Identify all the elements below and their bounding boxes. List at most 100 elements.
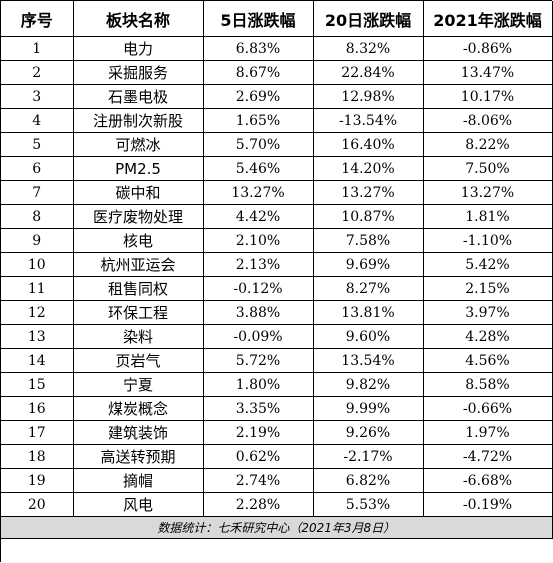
cell-sector-name: PM2.5 [73,156,204,181]
cell-5day-change: 3.88% [203,300,314,325]
cell-5day-change: 5.46% [203,156,314,181]
cell-sector-name: 摘帽 [73,468,204,493]
cell-index: 7 [1,180,74,205]
cell-5day-change: 2.69% [203,84,314,109]
cell-sector-name: 煤炭概念 [73,396,204,421]
table-row: 4 注册制次新股 1.65% -13.54% -8.06% [1,108,553,133]
table-row: 9 核电 2.10% 7.58% -1.10% [1,228,553,253]
table-row: 3 石墨电极 2.69% 12.98% 10.17% [1,84,553,109]
cell-5day-change: 2.10% [203,228,314,253]
table-row: 1 电力 6.83% 8.32% -0.86% [1,36,553,61]
cell-index: 8 [1,204,74,229]
cell-sector-name: 宁夏 [73,372,204,397]
cell-5day-change: 8.67% [203,60,314,85]
cell-sector-name: 注册制次新股 [73,108,204,133]
cell-index: 5 [1,132,74,157]
cell-index: 18 [1,444,74,469]
cell-20day-change: 6.82% [313,468,424,493]
cell-ytd-change: 7.50% [423,156,553,181]
cell-ytd-change: 8.22% [423,132,553,157]
cell-ytd-change: -0.19% [423,492,553,517]
cell-sector-name: 租售同权 [73,276,204,301]
cell-ytd-change: 13.47% [423,60,553,85]
cell-sector-name: 石墨电极 [73,84,204,109]
cell-5day-change: 4.42% [203,204,314,229]
cell-sector-name: 环保工程 [73,300,204,325]
header-ytd-change: 2021年涨跌幅 [423,1,553,37]
cell-ytd-change: 5.42% [423,252,553,277]
cell-sector-name: 医疗废物处理 [73,204,204,229]
cell-5day-change: 3.35% [203,396,314,421]
cell-index: 10 [1,252,74,277]
cell-20day-change: 8.32% [313,36,424,61]
cell-index: 11 [1,276,74,301]
cell-sector-name: 风电 [73,492,204,517]
cell-20day-change: 13.81% [313,300,424,325]
cell-sector-name: 碳中和 [73,180,204,205]
cell-20day-change: 9.60% [313,324,424,349]
cell-sector-name: 电力 [73,36,204,61]
cell-20day-change: 5.53% [313,492,424,517]
table-row: 18 高送转预期 0.62% -2.17% -4.72% [1,444,553,469]
cell-index: 6 [1,156,74,181]
footer-row: 数据统计：七禾研究中心（2021年3月8日） [1,516,553,539]
cell-20day-change: 9.99% [313,396,424,421]
cell-index: 4 [1,108,74,133]
cell-5day-change: 0.62% [203,444,314,469]
cell-index: 1 [1,36,74,61]
table-body: 1 电力 6.83% 8.32% -0.86% 2 采掘服务 8.67% 22.84% 13.47… [1,36,553,517]
table-row: 17 建筑装饰 2.19% 9.26% 1.97% [1,420,553,445]
table-row: 7 碳中和 13.27% 13.27% 13.27% [1,180,553,205]
cell-sector-name: 核电 [73,228,204,253]
cell-sector-name: 页岩气 [73,348,204,373]
cell-ytd-change: -4.72% [423,444,553,469]
cell-5day-change: 6.83% [203,36,314,61]
cell-index: 19 [1,468,74,493]
cell-index: 2 [1,60,74,85]
cell-20day-change: -2.17% [313,444,424,469]
cell-ytd-change: -8.06% [423,108,553,133]
cell-5day-change: 1.80% [203,372,314,397]
cell-ytd-change: 8.58% [423,372,553,397]
cell-index: 13 [1,324,74,349]
cell-sector-name: 可燃冰 [73,132,204,157]
header-20day-change: 20日涨跌幅 [313,1,424,37]
table-row: 12 环保工程 3.88% 13.81% 3.97% [1,300,553,325]
table-row: 6 PM2.5 5.46% 14.20% 7.50% [1,156,553,181]
cell-5day-change: 2.13% [203,252,314,277]
table-row: 2 采掘服务 8.67% 22.84% 13.47% [1,60,553,85]
cell-sector-name: 建筑装饰 [73,420,204,445]
cell-20day-change: 10.87% [313,204,424,229]
data-source-note: 数据统计：七禾研究中心（2021年3月8日） [1,516,553,539]
cell-5day-change: 2.19% [203,420,314,445]
cell-index: 17 [1,420,74,445]
cell-5day-change: 2.74% [203,468,314,493]
cell-ytd-change: -0.66% [423,396,553,421]
cell-ytd-change: -0.86% [423,36,553,61]
cell-5day-change: 5.72% [203,348,314,373]
cell-20day-change: 14.20% [313,156,424,181]
cell-ytd-change: 4.28% [423,324,553,349]
cell-sector-name: 染料 [73,324,204,349]
cell-5day-change: -0.12% [203,276,314,301]
cell-ytd-change: -1.10% [423,228,553,253]
cell-20day-change: 7.58% [313,228,424,253]
cell-index: 15 [1,372,74,397]
header-5day-change: 5日涨跌幅 [203,1,314,37]
cell-5day-change: -0.09% [203,324,314,349]
cell-ytd-change: 3.97% [423,300,553,325]
cell-sector-name: 采掘服务 [73,60,204,85]
header-row: 序号 板块名称 5日涨跌幅 20日涨跌幅 2021年涨跌幅 [1,1,553,37]
table-row: 20 风电 2.28% 5.53% -0.19% [1,492,553,517]
cell-5day-change: 2.28% [203,492,314,517]
table-row: 8 医疗废物处理 4.42% 10.87% 1.81% [1,204,553,229]
header-sector-name: 板块名称 [73,1,204,37]
table-row: 15 宁夏 1.80% 9.82% 8.58% [1,372,553,397]
cell-20day-change: 9.82% [313,372,424,397]
cell-20day-change: -13.54% [313,108,424,133]
cell-sector-name: 杭州亚运会 [73,252,204,277]
cell-ytd-change: 4.56% [423,348,553,373]
cell-ytd-change: 1.97% [423,420,553,445]
cell-index: 12 [1,300,74,325]
